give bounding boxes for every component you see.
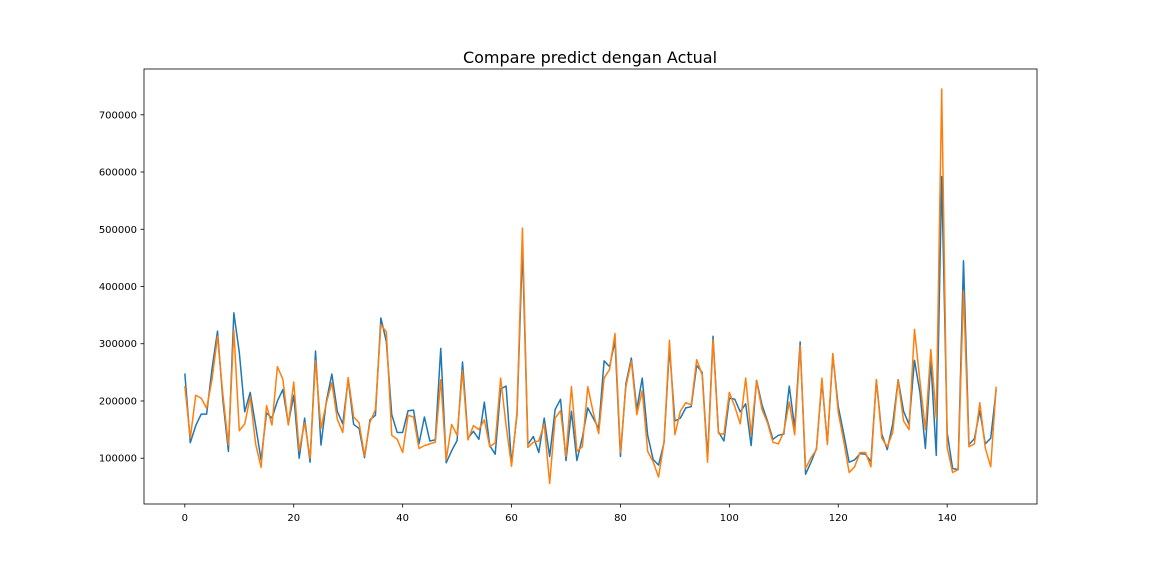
- x-axis: 0 20 40 60 80 100 120 140: [182, 504, 957, 524]
- x-tick-label: 120: [829, 513, 848, 524]
- y-tick-label: 600000: [99, 168, 137, 179]
- x-tick-label: 60: [505, 513, 518, 524]
- series-layer: [184, 88, 997, 485]
- series-line-1: [184, 175, 997, 475]
- x-tick-label: 40: [396, 513, 409, 524]
- chart-title: Compare predict dengan Actual: [463, 48, 717, 67]
- x-tick-label: 20: [287, 513, 300, 524]
- y-tick-label: 100000: [99, 454, 137, 465]
- y-tick-label: 200000: [99, 396, 137, 407]
- y-tick-label: 500000: [99, 225, 137, 236]
- x-tick-label: 80: [614, 513, 627, 524]
- series-line-2: [184, 88, 997, 485]
- y-tick-label: 400000: [99, 282, 137, 293]
- y-tick-label: 300000: [99, 339, 137, 350]
- y-tick-label: 700000: [99, 110, 137, 121]
- x-tick-label: 140: [938, 513, 957, 524]
- y-axis: 100000 200000 300000 400000 500000 600000 7000…: [99, 110, 144, 465]
- x-tick-label: 0: [182, 513, 188, 524]
- x-tick-label: 100: [720, 513, 739, 524]
- plot-area-frame: [143, 68, 1038, 505]
